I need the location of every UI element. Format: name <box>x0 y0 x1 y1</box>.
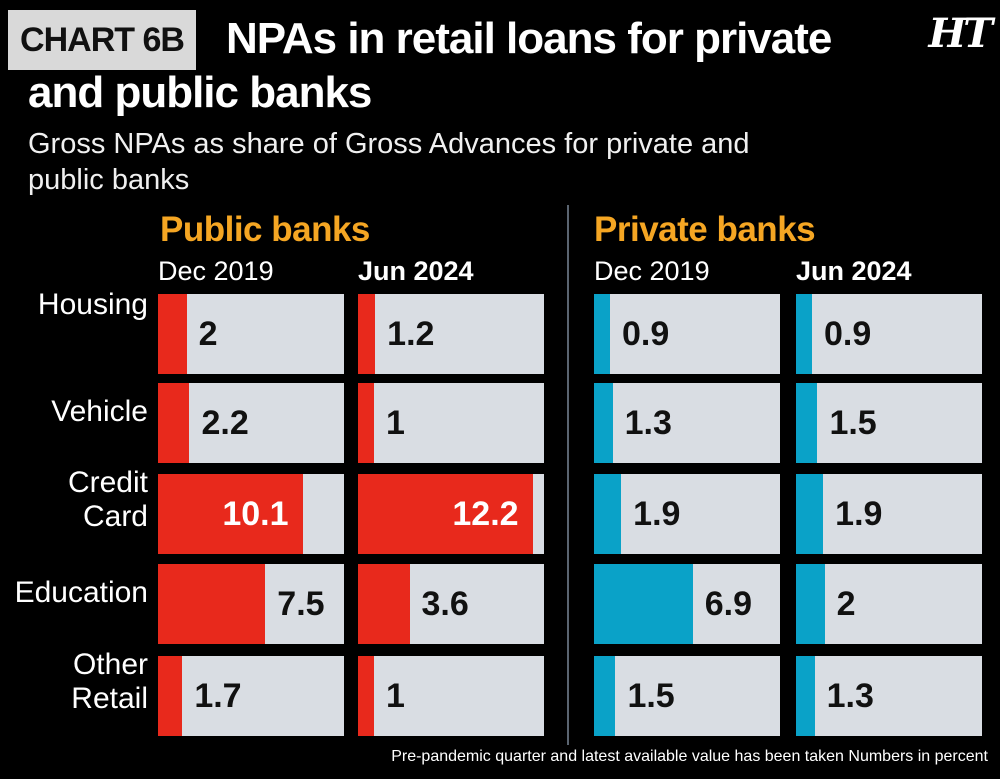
bar <box>158 564 266 644</box>
data-label: 1.5 <box>829 403 877 442</box>
bar-cell: 6.9 <box>594 564 780 644</box>
bar <box>158 656 183 736</box>
bar-cell: 2.2 <box>158 383 344 463</box>
column-header: Jun 2024 <box>358 256 474 286</box>
data-label: 6.9 <box>704 584 752 623</box>
group-title-public: Public banks <box>160 210 370 249</box>
bar-cell: 2 <box>796 564 982 644</box>
bar-cell: 1.5 <box>594 656 780 736</box>
data-label: 0.9 <box>824 314 872 353</box>
bar-cell: 1.3 <box>796 656 982 736</box>
row-label-line: Retail <box>71 682 148 715</box>
bar <box>594 564 693 644</box>
ht-logo: HT <box>928 10 993 57</box>
bar <box>358 294 376 374</box>
row-label-line: Card <box>82 500 148 533</box>
data-label: 1.2 <box>387 314 435 353</box>
row-label-line: Education <box>14 576 148 609</box>
row-label-vehicle: Vehicle <box>0 395 148 429</box>
data-label: 1.5 <box>627 676 675 715</box>
bar <box>358 474 533 554</box>
data-label: 1.3 <box>624 403 672 442</box>
bar <box>158 474 303 554</box>
data-label: 1.9 <box>835 494 883 533</box>
bar <box>796 564 825 644</box>
row-label-line: Credit <box>67 466 148 499</box>
bar <box>594 474 622 554</box>
bar-cell: 0.9 <box>796 294 982 374</box>
bar <box>158 294 187 374</box>
bar <box>594 294 610 374</box>
bar <box>358 564 410 644</box>
data-label: 1.9 <box>633 494 681 533</box>
data-label: 1 <box>386 676 405 715</box>
column-header: Dec 2019 <box>594 256 710 286</box>
bar-cell: 0.9 <box>594 294 780 374</box>
bar <box>796 383 818 463</box>
bar-cell: 1.5 <box>796 383 982 463</box>
bar-cell: 1.3 <box>594 383 780 463</box>
bar <box>358 383 374 463</box>
row-label-credit-card: Credit Card <box>0 466 148 534</box>
data-label: 10.1 <box>222 494 289 533</box>
bar-cell: 1.2 <box>358 294 544 374</box>
bar <box>594 383 613 463</box>
bar-cell: 1 <box>358 656 544 736</box>
data-label: 7.5 <box>277 584 325 623</box>
bar <box>796 294 812 374</box>
bar-cell: 12.2 <box>358 474 544 554</box>
bar-cell: 10.1 <box>158 474 344 554</box>
data-label: 2 <box>198 314 218 353</box>
bar-cell: 1.9 <box>796 474 982 554</box>
bar-cell: 1.7 <box>158 656 344 736</box>
footer-note: Pre-pandemic quarter and latest availabl… <box>391 748 988 765</box>
group-divider <box>567 205 569 745</box>
row-label-housing: Housing <box>0 288 148 322</box>
column-header: Dec 2019 <box>158 256 274 286</box>
bar <box>594 656 616 736</box>
data-label: 3.6 <box>421 584 469 623</box>
column-header: Jun 2024 <box>796 256 912 286</box>
bar <box>158 383 190 463</box>
data-label: 1.3 <box>826 676 874 715</box>
group-title-private: Private banks <box>594 210 816 249</box>
data-label: 2.2 <box>201 403 249 442</box>
row-label-line: Vehicle <box>51 395 148 428</box>
bar <box>796 474 824 554</box>
chart-title: NPAs in retail loans for private and pub… <box>28 14 832 117</box>
bar <box>796 656 815 736</box>
row-label-education: Education <box>0 576 148 610</box>
data-label: 0.9 <box>622 314 670 353</box>
data-label: 12.2 <box>452 494 519 533</box>
data-label: 1 <box>386 403 405 442</box>
bar-cell: 2 <box>158 294 344 374</box>
bar <box>358 656 374 736</box>
row-label-other-retail: Other Retail <box>0 648 148 716</box>
bar-cell: 7.5 <box>158 564 344 644</box>
bar-cell: 3.6 <box>358 564 544 644</box>
row-label-line: Housing <box>37 288 148 321</box>
chart-tag: CHART 6B <box>8 10 196 70</box>
row-label-line: Other <box>72 648 148 681</box>
bar-cell: 1 <box>358 383 544 463</box>
chart-subtitle: Gross NPAs as share of Gross Advances fo… <box>28 128 750 196</box>
data-label: 1.7 <box>194 676 242 715</box>
bar-cell: 1.9 <box>594 474 780 554</box>
data-label: 2 <box>836 584 856 623</box>
